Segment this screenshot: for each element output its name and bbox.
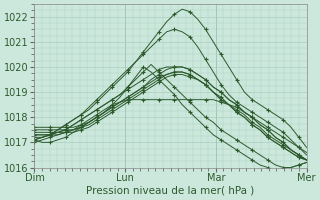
- X-axis label: Pression niveau de la mer( hPa ): Pression niveau de la mer( hPa ): [86, 186, 255, 196]
